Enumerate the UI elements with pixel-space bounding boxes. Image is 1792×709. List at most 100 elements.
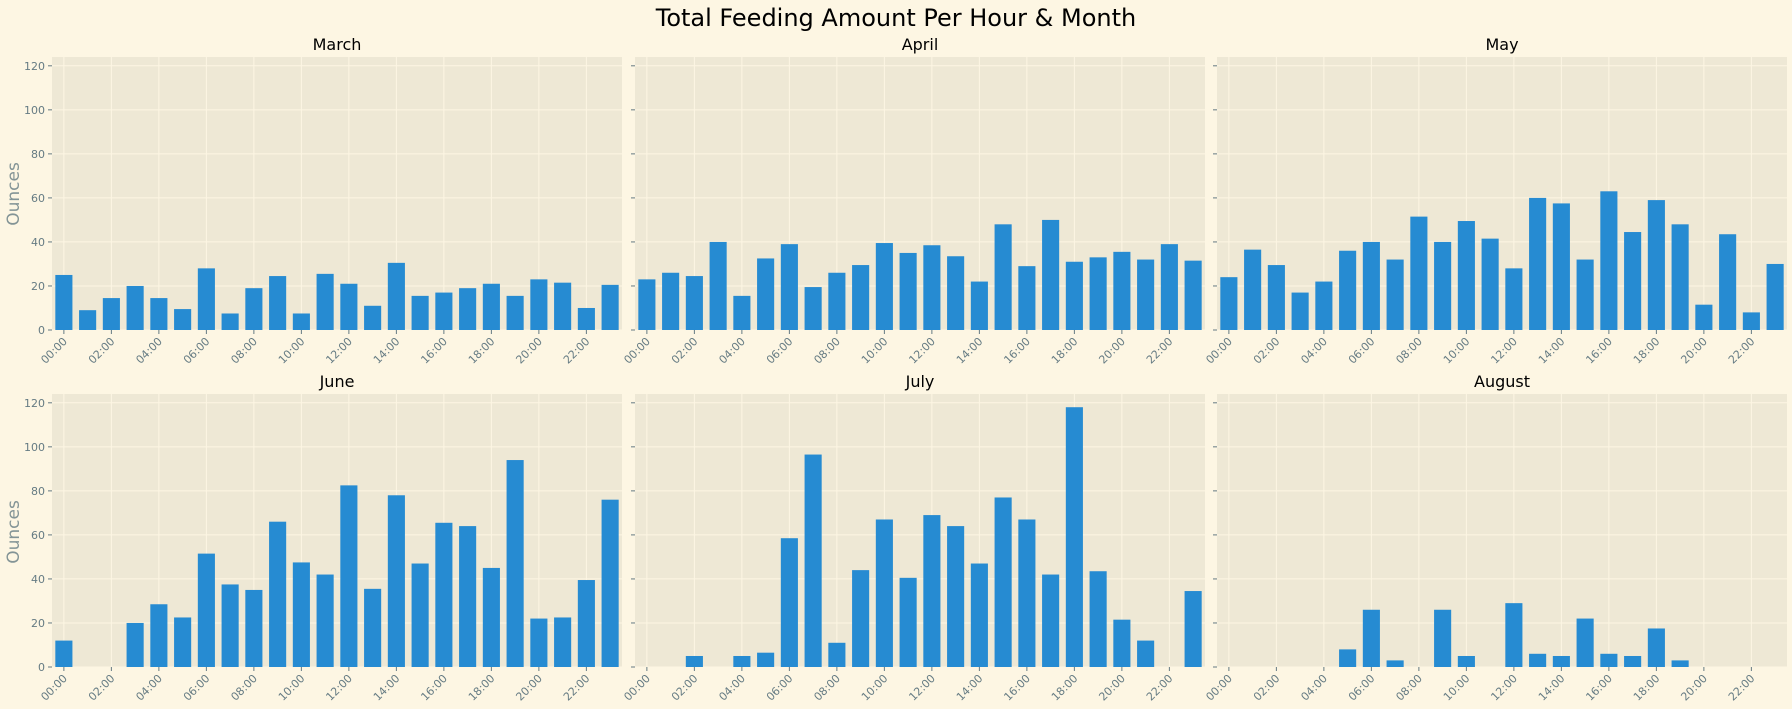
- bar-may-0400: [1315, 281, 1333, 330]
- bar-may-1300: [1529, 197, 1547, 330]
- panel-may: 00:00 02:00 04:00 06:00 08:00 10:00 12:00 14:00…: [1203, 35, 1787, 367]
- bar-july-1200: [923, 515, 941, 667]
- bar-may-1700: [1624, 232, 1642, 330]
- y-axis-label-bottom-row: Ounces: [4, 500, 24, 564]
- bar-may-1400: [1552, 203, 1570, 330]
- bar-march-0200: [102, 298, 120, 330]
- bar-june-0900: [269, 521, 287, 667]
- bar-march-2100: [554, 282, 572, 330]
- bar-march-1800: [482, 283, 500, 330]
- bar-june-1100: [316, 574, 334, 667]
- bar-march-1500: [411, 295, 429, 330]
- bar-march-2200: [577, 307, 595, 330]
- bar-april-1500: [994, 224, 1012, 330]
- plot-area: [1217, 394, 1787, 667]
- bar-march-0900: [269, 276, 287, 330]
- bar-may-1500: [1576, 259, 1594, 330]
- plot-area: [52, 57, 622, 330]
- bar-april-0500: [757, 258, 775, 330]
- panel-title: March: [313, 35, 362, 54]
- bar-june-1600: [435, 522, 453, 667]
- bar-june-0300: [126, 622, 144, 667]
- panel-title: August: [1474, 372, 1530, 391]
- bar-june-2300: [601, 499, 619, 667]
- panel-title: July: [905, 372, 935, 391]
- chart-title: Total Feeding Amount Per Hour & Month: [655, 4, 1137, 32]
- bar-may-1900: [1671, 224, 1689, 330]
- y-tick-label: 40: [31, 573, 45, 586]
- bar-march-0400: [150, 298, 168, 330]
- y-tick-label: 100: [24, 441, 45, 454]
- bar-july-1700: [1042, 574, 1060, 667]
- y-tick-label: 100: [24, 104, 45, 117]
- bar-april-1000: [875, 243, 893, 330]
- bar-july-0400: [733, 655, 751, 667]
- bar-july-1500: [994, 497, 1012, 667]
- y-tick-label: 20: [31, 280, 45, 293]
- bar-august-0900: [1434, 609, 1452, 667]
- bar-august-0700: [1386, 660, 1404, 667]
- bar-april-1100: [899, 252, 917, 330]
- bar-april-1700: [1042, 219, 1060, 330]
- bar-july-0500: [757, 652, 775, 667]
- bar-march-1600: [435, 292, 453, 330]
- y-tick-label: 60: [31, 192, 45, 205]
- bar-august-0600: [1362, 609, 1380, 667]
- panel-july: 00:00 02:00 04:00 06:00 08:00 10:00 12:00 14:00…: [621, 372, 1205, 704]
- y-tick-label: 0: [38, 324, 45, 337]
- bar-may-2000: [1695, 304, 1713, 330]
- bar-april-0800: [828, 272, 846, 330]
- y-tick-label: 20: [31, 617, 45, 630]
- bar-july-2100: [1137, 640, 1155, 667]
- bar-april-0200: [685, 276, 703, 330]
- panel-august: 00:00 02:00 04:00 06:00 08:00 10:00 12:00 14:00…: [1203, 372, 1787, 704]
- bar-july-1800: [1065, 407, 1083, 667]
- bar-may-2300: [1766, 263, 1784, 330]
- bar-april-1300: [947, 256, 965, 330]
- bar-may-1200: [1505, 268, 1523, 330]
- bar-july-1900: [1089, 571, 1107, 667]
- bar-may-2200: [1742, 312, 1760, 330]
- y-tick-label: 60: [31, 529, 45, 542]
- bar-april-1900: [1089, 257, 1107, 330]
- bar-may-0600: [1362, 241, 1380, 330]
- bar-july-2300: [1184, 591, 1202, 667]
- bar-july-0700: [804, 454, 822, 667]
- bar-april-2200: [1160, 244, 1178, 330]
- bar-august-1300: [1529, 653, 1547, 667]
- bar-march-0800: [245, 288, 263, 330]
- bar-july-1100: [899, 577, 917, 667]
- plot-area: [1217, 57, 1787, 330]
- y-tick-label: 80: [31, 148, 45, 161]
- bar-march-2000: [530, 279, 548, 330]
- bar-march-0300: [126, 285, 144, 330]
- y-axis-label-top-row: Ounces: [4, 162, 24, 226]
- bar-march-0500: [174, 309, 192, 330]
- bar-may-0100: [1244, 249, 1262, 330]
- bar-may-1600: [1600, 191, 1618, 330]
- y-tick-label: 120: [24, 60, 45, 73]
- bar-april-1800: [1065, 261, 1083, 330]
- bar-august-1900: [1671, 660, 1689, 667]
- bar-july-0200: [685, 655, 703, 667]
- bar-april-0400: [733, 295, 751, 330]
- bar-june-1500: [411, 563, 429, 667]
- bar-july-1300: [947, 526, 965, 667]
- bar-april-2300: [1184, 260, 1202, 330]
- bar-march-1200: [340, 283, 358, 330]
- bar-april-1400: [970, 281, 988, 330]
- bar-june-0600: [197, 553, 215, 667]
- bar-june-1700: [459, 526, 477, 667]
- plot-area: [52, 394, 622, 667]
- bar-august-1600: [1600, 653, 1618, 667]
- bar-june-2100: [554, 617, 572, 667]
- bar-may-1100: [1481, 238, 1499, 330]
- panel-title: June: [319, 372, 355, 391]
- bar-august-1200: [1505, 603, 1523, 667]
- plot-area: [635, 394, 1205, 667]
- bar-august-1500: [1576, 618, 1594, 667]
- bar-august-1000: [1457, 655, 1475, 667]
- y-tick-label: 80: [31, 485, 45, 498]
